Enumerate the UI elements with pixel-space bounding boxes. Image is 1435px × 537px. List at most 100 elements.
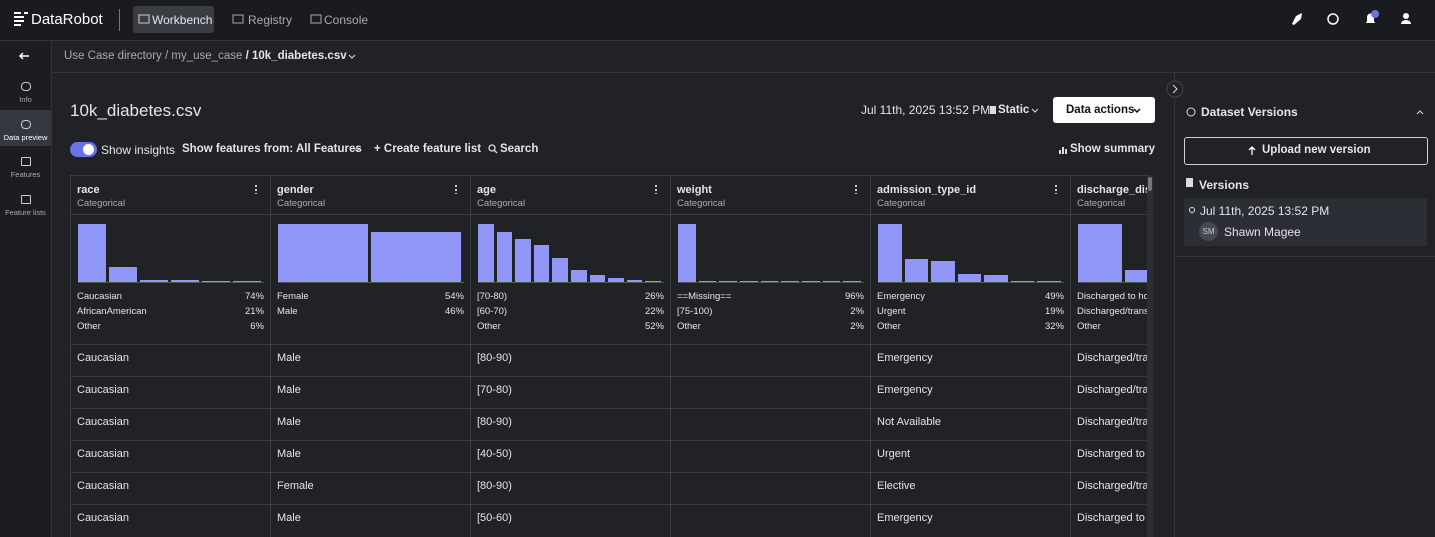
stat-value: 49%: [1044, 291, 1064, 302]
brand[interactable]: DataRobot: [31, 11, 103, 28]
stat-label: Female: [277, 291, 309, 302]
row-border: [71, 214, 1148, 215]
stat-value: 54%: [444, 291, 464, 302]
histogram-bar: [78, 224, 106, 282]
panel-glyphs[interactable]: [0, 0, 1424, 187]
crumb[interactable]: 10k_diabetes.csv: [251, 50, 347, 62]
histogram-bar: [589, 275, 606, 282]
versions-title: Versions: [1199, 178, 1250, 192]
histogram-bar: [515, 239, 531, 282]
stat-value: 46%: [444, 306, 464, 317]
cell[interactable]: [50-60): [477, 512, 512, 524]
sidebar-item[interactable]: Data preview: [3, 133, 48, 142]
stat-label: Male: [277, 306, 298, 317]
histogram-bar: [1010, 281, 1035, 282]
cell[interactable]: Urgent: [877, 448, 911, 460]
sidebar-item[interactable]: Features: [10, 170, 41, 179]
cell[interactable]: Emergency: [877, 384, 933, 396]
column-name[interactable]: admission_type_id: [877, 184, 977, 196]
feature-set[interactable]: All Features: [295, 143, 362, 155]
upload-label[interactable]: Upload new version: [1262, 144, 1371, 156]
column-menu[interactable]: [1055, 184, 1057, 194]
sidebar-item[interactable]: Feature lists: [5, 208, 46, 217]
cell[interactable]: Discharged to: [1077, 448, 1145, 460]
cell[interactable]: Discharged/tra: [1077, 416, 1149, 428]
nav-tab[interactable]: Workbench: [152, 13, 213, 27]
dataset-date: Jul 11th, 2025 13:52 PM: [861, 103, 991, 117]
cell[interactable]: Discharged/tra: [1077, 384, 1149, 396]
cell[interactable]: [80-90): [477, 352, 512, 364]
crumb[interactable]: my_use_case: [171, 50, 243, 62]
column-name[interactable]: weight: [677, 184, 712, 196]
column-menu[interactable]: [855, 184, 857, 194]
cell[interactable]: [70-80): [477, 384, 512, 396]
cell[interactable]: [80-90): [477, 416, 512, 428]
insights-toggle[interactable]: [70, 142, 97, 157]
cell[interactable]: Discharged/tra: [1077, 352, 1149, 364]
stat-label: [60-70): [477, 306, 508, 317]
column-border: [1070, 176, 1071, 537]
histogram-bar: [931, 261, 955, 282]
show-summary[interactable]: Show summary: [1070, 143, 1155, 155]
histogram-bar: [371, 232, 461, 282]
stat-label: Other: [877, 321, 901, 332]
cell[interactable]: Male: [277, 384, 301, 396]
cell[interactable]: Caucasian: [77, 448, 129, 460]
sidebar-icon: [21, 157, 31, 166]
sidebar-item[interactable]: Info: [19, 95, 32, 104]
histogram-bar: [608, 278, 624, 282]
column-border: [670, 176, 671, 537]
cell[interactable]: Male: [277, 512, 301, 524]
cell[interactable]: Discharged to: [1077, 512, 1145, 524]
separator: /: [165, 50, 169, 62]
upload-button[interactable]: [1184, 137, 1428, 165]
version-card[interactable]: [1184, 198, 1427, 246]
features-from[interactable]: Show features from: All Features: [182, 143, 362, 155]
stat-label: Other: [77, 321, 101, 332]
crumb[interactable]: Use Case directory: [64, 50, 162, 62]
cell[interactable]: Not Available: [877, 416, 942, 428]
cell[interactable]: Caucasian: [77, 384, 129, 396]
cell[interactable]: Elective: [877, 480, 916, 492]
column-name[interactable]: discharge_disp: [1077, 184, 1147, 196]
cell[interactable]: Discharged/tra: [1077, 480, 1149, 492]
actions-label[interactable]: Data actions: [1066, 104, 1135, 116]
column-menu[interactable]: [455, 184, 457, 194]
scrollbar[interactable]: [1147, 175, 1153, 537]
cell[interactable]: Male: [277, 448, 301, 460]
cell[interactable]: Emergency: [877, 352, 933, 364]
cell[interactable]: Emergency: [877, 512, 933, 524]
stat-value: 2%: [850, 306, 864, 317]
column-type: Categorical: [277, 198, 326, 209]
column-menu[interactable]: [255, 184, 257, 194]
histogram-bar: [496, 232, 513, 282]
row-border: [71, 472, 1148, 473]
cell[interactable]: [80-90): [477, 480, 512, 492]
header-icons[interactable]: [0, 0, 1411, 25]
column-name[interactable]: race: [77, 184, 100, 196]
column-name[interactable]: age: [477, 184, 496, 196]
cell[interactable]: Caucasian: [77, 512, 129, 524]
search[interactable]: Search: [500, 143, 539, 155]
stat-label: Other: [477, 321, 501, 332]
cell[interactable]: Male: [277, 352, 301, 364]
cell[interactable]: Female: [277, 480, 314, 492]
row-border: [71, 440, 1148, 441]
histogram-bar: [1078, 224, 1122, 282]
mode-select[interactable]: Static: [998, 104, 1030, 116]
histogram-bar: [109, 267, 137, 282]
cell[interactable]: Caucasian: [77, 352, 129, 364]
histogram-bar: [822, 280, 841, 282]
nav-tab[interactable]: Console: [324, 13, 369, 27]
column-name[interactable]: gender: [277, 184, 314, 196]
cell[interactable]: Male: [277, 416, 301, 428]
cell[interactable]: Caucasian: [77, 416, 129, 428]
histogram-bar: [678, 224, 696, 282]
histogram-bar: [533, 245, 550, 282]
back-arrow[interactable]: [18, 52, 29, 60]
nav-tab[interactable]: Registry: [248, 13, 293, 27]
column-menu[interactable]: [655, 184, 657, 194]
create-feature-list[interactable]: + Create feature list: [374, 143, 482, 155]
cell[interactable]: Caucasian: [77, 480, 129, 492]
cell[interactable]: [40-50): [477, 448, 512, 460]
